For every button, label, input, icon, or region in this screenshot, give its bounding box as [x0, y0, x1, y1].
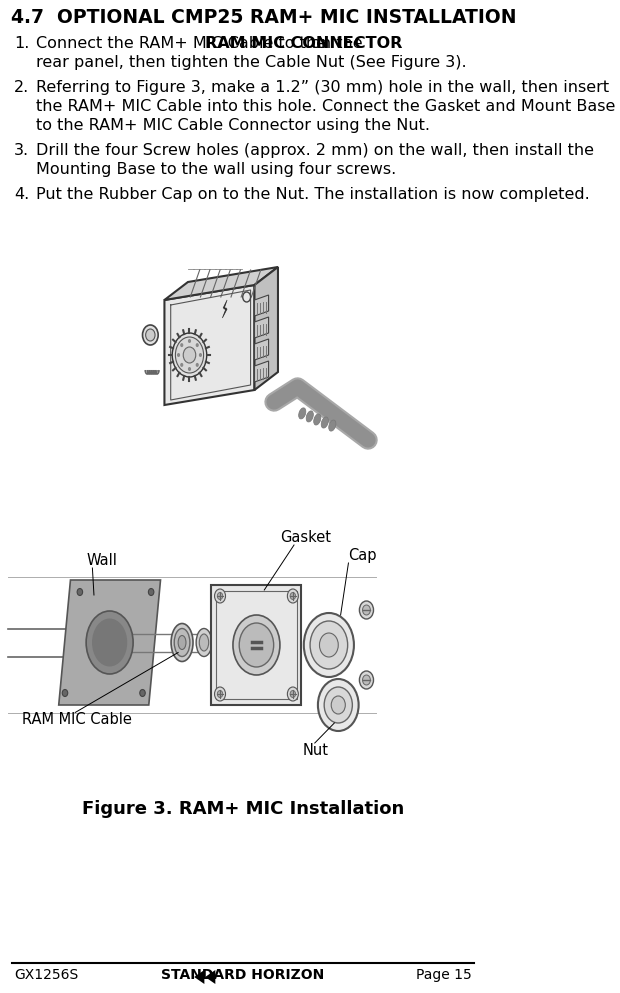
- Circle shape: [217, 690, 223, 697]
- Circle shape: [175, 337, 203, 373]
- Circle shape: [239, 623, 273, 667]
- Circle shape: [77, 589, 82, 596]
- Circle shape: [360, 671, 373, 689]
- Text: RAM MIC CONNECTOR: RAM MIC CONNECTOR: [205, 36, 402, 51]
- Text: Figure 3. RAM+ MIC Installation: Figure 3. RAM+ MIC Installation: [82, 800, 404, 818]
- Circle shape: [287, 589, 298, 603]
- Text: Page 15: Page 15: [415, 968, 471, 982]
- Text: STANDARD HORIZON: STANDARD HORIZON: [161, 968, 324, 982]
- Polygon shape: [254, 267, 278, 390]
- Circle shape: [215, 589, 226, 603]
- Circle shape: [287, 687, 298, 701]
- Circle shape: [217, 593, 223, 600]
- Text: to the RAM+ MIC Cable Connector using the Nut.: to the RAM+ MIC Cable Connector using th…: [36, 118, 430, 133]
- Ellipse shape: [196, 629, 212, 656]
- Polygon shape: [164, 267, 278, 300]
- Text: Wall: Wall: [86, 553, 117, 568]
- Circle shape: [363, 605, 370, 615]
- Polygon shape: [205, 970, 215, 984]
- Ellipse shape: [174, 629, 190, 656]
- Ellipse shape: [321, 417, 329, 428]
- Text: Referring to Figure 3, make a 1.2” (30 mm) hole in the wall, then insert: Referring to Figure 3, make a 1.2” (30 m…: [36, 80, 609, 95]
- Circle shape: [180, 362, 184, 366]
- Circle shape: [62, 689, 68, 696]
- Circle shape: [196, 362, 199, 366]
- Text: 1.: 1.: [14, 36, 30, 51]
- Polygon shape: [254, 295, 268, 316]
- Circle shape: [290, 593, 296, 600]
- Text: Cap: Cap: [348, 548, 377, 563]
- Text: Mounting Base to the wall using four screws.: Mounting Base to the wall using four scr…: [36, 162, 396, 177]
- Circle shape: [318, 679, 358, 731]
- Text: Drill the four Screw holes (approx. 2 mm) on the wall, then install the: Drill the four Screw holes (approx. 2 mm…: [36, 143, 594, 158]
- Circle shape: [233, 615, 280, 675]
- Circle shape: [143, 325, 158, 345]
- Ellipse shape: [199, 634, 209, 651]
- Bar: [211, 585, 301, 705]
- Text: Put the Rubber Cap on to the Nut. The installation is now completed.: Put the Rubber Cap on to the Nut. The in…: [36, 187, 590, 202]
- Circle shape: [188, 339, 191, 343]
- Text: GX1256S: GX1256S: [14, 968, 78, 982]
- Ellipse shape: [314, 414, 321, 425]
- Polygon shape: [254, 361, 268, 382]
- Text: Gasket: Gasket: [280, 530, 331, 545]
- Ellipse shape: [171, 624, 193, 661]
- Text: 2.: 2.: [14, 80, 29, 95]
- Circle shape: [184, 347, 196, 363]
- Circle shape: [290, 690, 296, 697]
- Text: 4.7  OPTIONAL CMP25 RAM+ MIC INSTALLATION: 4.7 OPTIONAL CMP25 RAM+ MIC INSTALLATION: [11, 8, 516, 27]
- Ellipse shape: [178, 636, 186, 649]
- Ellipse shape: [299, 408, 306, 419]
- Polygon shape: [164, 285, 254, 405]
- Ellipse shape: [92, 619, 127, 666]
- Circle shape: [188, 367, 191, 371]
- Circle shape: [146, 329, 155, 341]
- Circle shape: [177, 353, 180, 357]
- Circle shape: [148, 589, 154, 596]
- Polygon shape: [254, 317, 268, 338]
- Ellipse shape: [329, 420, 336, 431]
- Text: the RAM+ MIC Cable into this hole. Connect the Gasket and Mount Base: the RAM+ MIC Cable into this hole. Conne…: [36, 99, 616, 114]
- Text: Nut: Nut: [303, 743, 329, 758]
- Circle shape: [215, 687, 226, 701]
- Text: Connect the RAM+ MIC Cable to the: Connect the RAM+ MIC Cable to the: [36, 36, 331, 51]
- Circle shape: [310, 621, 348, 669]
- Circle shape: [363, 675, 370, 685]
- Polygon shape: [194, 970, 205, 984]
- Text: on the: on the: [306, 36, 363, 51]
- Text: 4.: 4.: [14, 187, 29, 202]
- Circle shape: [196, 344, 199, 348]
- Circle shape: [180, 344, 184, 348]
- Circle shape: [319, 633, 339, 657]
- Text: RAM MIC Cable: RAM MIC Cable: [22, 713, 132, 728]
- Bar: [216, 591, 297, 699]
- Ellipse shape: [86, 611, 133, 674]
- Ellipse shape: [306, 411, 313, 422]
- Text: 3.: 3.: [14, 143, 29, 158]
- Circle shape: [324, 687, 352, 723]
- Polygon shape: [254, 339, 268, 360]
- Circle shape: [331, 696, 345, 714]
- Text: rear panel, then tighten the Cable Nut (See Figure 3).: rear panel, then tighten the Cable Nut (…: [36, 55, 467, 70]
- Circle shape: [199, 353, 202, 357]
- Circle shape: [360, 601, 373, 619]
- Polygon shape: [59, 580, 161, 705]
- Circle shape: [304, 613, 354, 677]
- Circle shape: [172, 333, 206, 377]
- Polygon shape: [223, 300, 227, 318]
- Circle shape: [140, 689, 145, 696]
